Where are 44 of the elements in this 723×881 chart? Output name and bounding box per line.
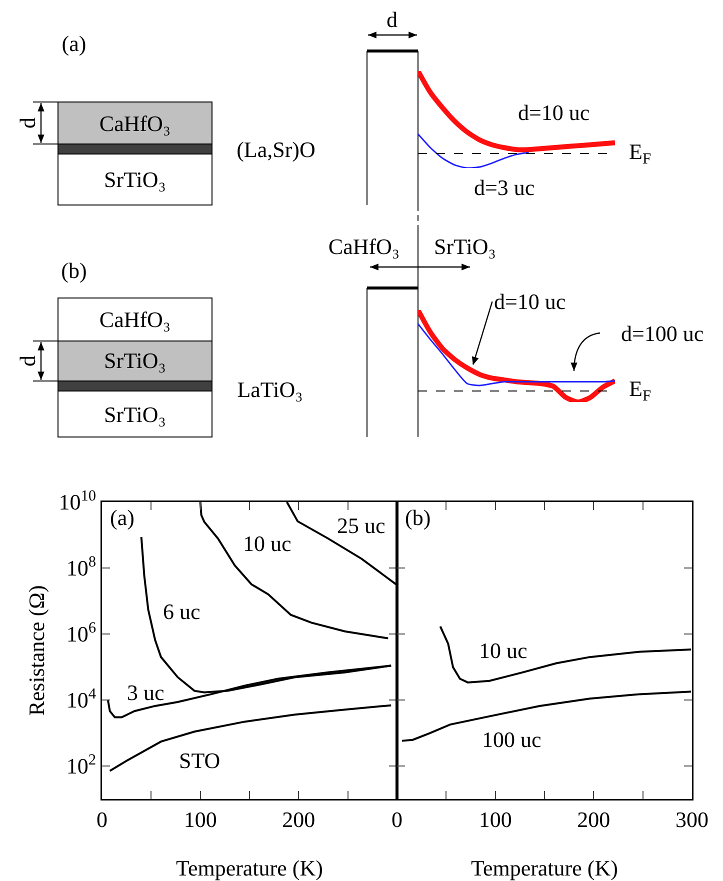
series-label: 10 uc bbox=[479, 638, 528, 663]
y-tick-label: 10$^{2}$ bbox=[66, 751, 96, 779]
text: (b) bbox=[61, 258, 87, 283]
text: CaHfO₃ bbox=[99, 111, 171, 136]
series-label: 100 uc bbox=[482, 727, 542, 752]
text: SrTiO₃ bbox=[434, 234, 496, 259]
ref-line-label: E$_{F}$ bbox=[629, 139, 652, 168]
ref-line-label: E$_{F}$ bbox=[629, 376, 652, 405]
x-tick-label: 100 bbox=[478, 806, 512, 832]
x-axis-title: Temperature (K) bbox=[176, 856, 323, 880]
text: LaTiO₃ bbox=[237, 377, 303, 402]
x-tick-label: 100 bbox=[184, 806, 217, 832]
series-label: d=10 uc bbox=[518, 100, 590, 125]
text: d bbox=[15, 118, 40, 128]
x-tick-label: 0 bbox=[392, 806, 402, 832]
series-label: 6 uc bbox=[163, 599, 200, 624]
series-label: 3 uc bbox=[127, 680, 164, 705]
series-label: STO bbox=[179, 748, 220, 773]
text: SrTiO₃ bbox=[104, 348, 166, 373]
y-tick-label: 10$^{6}$ bbox=[66, 619, 96, 647]
text: SrTiO₃ bbox=[104, 402, 166, 427]
series-label: 10 uc bbox=[243, 531, 292, 556]
text: (a) bbox=[62, 31, 86, 56]
text: CaHfO₃ bbox=[328, 234, 400, 259]
x-tick-label: 0 bbox=[96, 806, 108, 832]
text: d=10 uc bbox=[494, 289, 566, 314]
y-tick-label: 10$^{10}$ bbox=[58, 487, 96, 515]
annotation: (b) bbox=[405, 505, 431, 530]
series-label: d=3 uc bbox=[474, 175, 535, 200]
y-tick-label: 10$^{8}$ bbox=[66, 553, 96, 581]
text: d bbox=[15, 356, 40, 366]
x-tick-label: 200 bbox=[577, 806, 610, 832]
series-label: 25 uc bbox=[337, 513, 386, 538]
x-axis-title: Temperature (K) bbox=[471, 856, 618, 880]
y-tick-label: 10$^{4}$ bbox=[66, 685, 96, 713]
series-label: d=100 uc bbox=[621, 321, 704, 346]
x-tick-label: 300 bbox=[676, 806, 708, 832]
text: SrTiO₃ bbox=[104, 167, 166, 192]
text: d bbox=[386, 7, 398, 32]
annotation: (a) bbox=[110, 505, 134, 530]
y-axis-title: Resistance (Ω) bbox=[24, 585, 49, 716]
x-tick-label: 200 bbox=[282, 806, 316, 832]
text: (La,Sr)O bbox=[236, 137, 316, 162]
text: CaHfO₃ bbox=[99, 307, 171, 332]
